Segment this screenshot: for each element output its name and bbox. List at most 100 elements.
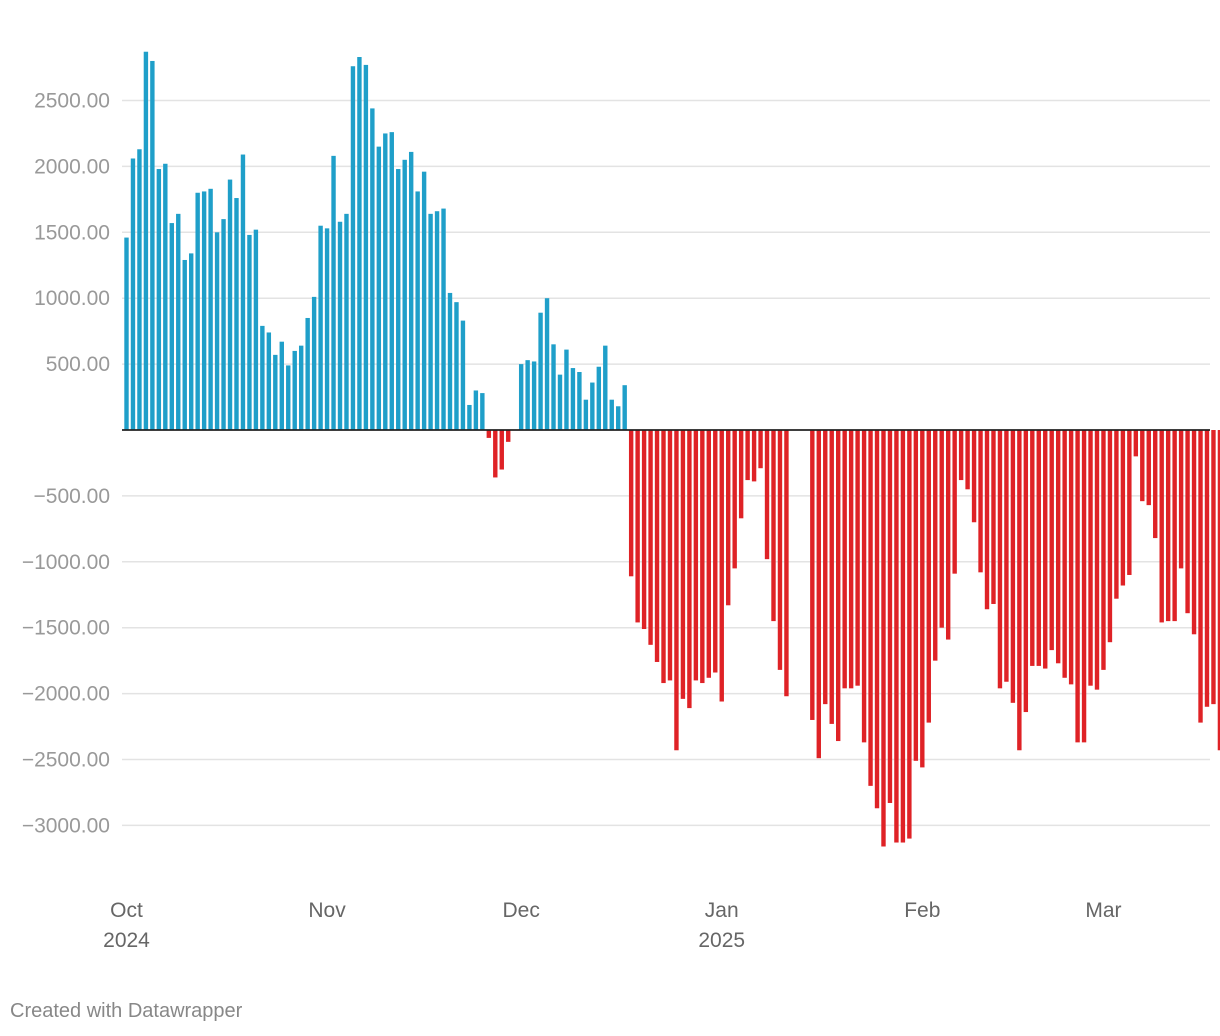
bar (486, 430, 492, 438)
bar (881, 430, 886, 847)
bar (415, 191, 420, 430)
bar (1101, 430, 1106, 670)
bar (421, 171, 427, 431)
bar (1114, 430, 1119, 599)
bar (1191, 430, 1197, 635)
bar (900, 430, 906, 843)
bar (700, 430, 705, 684)
bar (156, 169, 162, 431)
bar (1023, 430, 1029, 713)
bar (609, 399, 614, 430)
bar (1198, 430, 1203, 723)
bar (751, 430, 757, 482)
bar (726, 430, 731, 606)
bar (1217, 430, 1220, 751)
bar (958, 430, 964, 481)
bar (622, 385, 627, 430)
bar (570, 368, 576, 430)
y-tick-label: 500.00 (46, 353, 110, 376)
bar (531, 361, 537, 430)
x-tick-label: Mar (1085, 899, 1121, 922)
bar (829, 430, 834, 724)
bar (887, 430, 893, 803)
bar (745, 430, 750, 481)
bar (1185, 430, 1190, 614)
bar-chart: 2500.00 2000.00 1500.00 1000.00 500.00 −500.0… (22, 51, 1220, 952)
bar (441, 208, 446, 430)
bar (305, 317, 310, 430)
bar (473, 390, 479, 430)
bar (298, 345, 304, 430)
bar (402, 159, 407, 430)
bar (667, 430, 673, 681)
bar (816, 430, 821, 759)
bar (493, 430, 498, 478)
bar (693, 430, 699, 681)
bar (713, 430, 718, 673)
bar (292, 350, 297, 430)
bar (396, 169, 401, 431)
bar (590, 382, 595, 430)
y-axis-labels: 2500.00 2000.00 1500.00 1000.00 500.00 −500.0… (22, 90, 110, 838)
bar (1094, 430, 1100, 690)
bar (583, 399, 589, 430)
bar (467, 404, 472, 430)
bar (926, 430, 931, 723)
y-tick-label: 2000.00 (34, 155, 110, 178)
x-tick-year-label: 2024 (103, 929, 150, 952)
bar (1043, 430, 1048, 669)
bar (874, 430, 880, 809)
bar (279, 341, 284, 430)
x-tick-label: Nov (308, 899, 346, 922)
x-tick-year-label: 2025 (698, 929, 745, 952)
bar (635, 430, 640, 623)
bar (913, 430, 919, 761)
bar (991, 430, 996, 604)
bar (674, 430, 679, 751)
bar (240, 154, 246, 431)
bar (1107, 430, 1113, 643)
bar (150, 60, 155, 431)
bar (1062, 430, 1067, 678)
bar (434, 211, 440, 430)
bar (855, 430, 860, 686)
bar (557, 374, 563, 430)
y-tick-label: 1500.00 (34, 221, 110, 244)
bar (1036, 430, 1041, 666)
y-tick-label: −500.00 (34, 485, 111, 508)
bar (984, 430, 990, 610)
bar (350, 66, 356, 430)
bar (1075, 430, 1080, 743)
bar (628, 430, 634, 577)
bar (538, 312, 543, 430)
bar (603, 345, 608, 430)
bar (706, 430, 711, 678)
x-tick-label: Dec (502, 899, 539, 922)
credit-text: Created with Datawrapper (10, 1000, 243, 1022)
bar (357, 57, 362, 430)
bar (201, 191, 207, 430)
bar (130, 158, 136, 431)
bar (428, 213, 433, 430)
bar (182, 259, 187, 430)
bar (1165, 430, 1171, 622)
bar (247, 234, 252, 430)
bar (1153, 430, 1158, 539)
bar (1211, 430, 1216, 705)
bar (324, 228, 330, 430)
bar (758, 430, 763, 469)
bar (208, 188, 213, 430)
bar (273, 354, 278, 430)
bar (823, 430, 828, 705)
bar (447, 292, 453, 430)
bar (1081, 430, 1087, 743)
bar (680, 430, 686, 699)
bar (1127, 430, 1132, 575)
bar (286, 365, 291, 430)
bar (861, 430, 867, 743)
bar (732, 430, 737, 569)
bar (195, 192, 200, 430)
y-tick-label: 2500.00 (34, 90, 110, 113)
bar (920, 430, 925, 768)
bar (266, 332, 272, 430)
